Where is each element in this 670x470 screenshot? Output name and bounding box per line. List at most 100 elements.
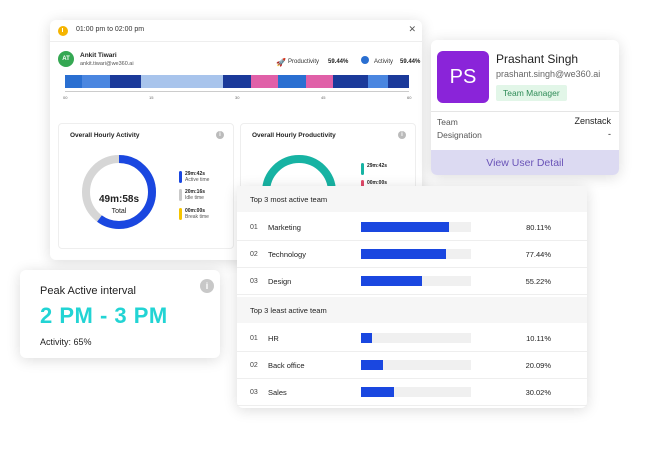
timeline-segment[interactable] (223, 75, 251, 88)
timeline-tick-label: 45 (321, 95, 326, 100)
most-active-header: Top 3 most active team (237, 186, 587, 212)
team-percent: 10.11% (526, 334, 551, 343)
timeline-tick-label: 15 (149, 95, 154, 100)
legend-swatch (179, 189, 182, 201)
time-range-text: 01:00 pm to 02:00 pm (76, 26, 145, 33)
activity-label: Activity (374, 59, 394, 65)
clock-icon (58, 26, 68, 36)
timeline-segment[interactable] (333, 75, 368, 88)
team-bar-track (361, 387, 471, 397)
legend-value: 20m:16s (185, 189, 206, 195)
peak-activity: Activity: 65% (40, 337, 92, 347)
view-user-detail-button[interactable]: View User Detail (431, 150, 619, 175)
team-row[interactable]: 02 Back office 20.09% (237, 352, 587, 379)
legend-swatch (179, 208, 182, 220)
team-rank: 02 (250, 251, 258, 258)
legend-value: 29m:42s (185, 171, 206, 177)
least-active-header: Top 3 least active team (237, 297, 587, 323)
team-name: HR (268, 334, 279, 343)
team-percent: 80.11% (526, 223, 551, 232)
peak-interval-card: Peak Active interval i 2 PM - 3 PM Activ… (20, 270, 220, 358)
user-detail-card: PS Prashant Singh prashant.singh@we360.a… (431, 40, 619, 175)
user-card-email: prashant.singh@we360.ai (496, 69, 601, 79)
team-row[interactable]: 03 Sales 30.02% (237, 379, 587, 406)
activity-donut (82, 155, 156, 229)
team-bar-fill (361, 276, 422, 286)
team-bar-track (361, 333, 471, 343)
team-row[interactable]: 01 Marketing 80.11% (237, 214, 587, 241)
team-rank: 03 (250, 389, 258, 396)
team-bar-fill (361, 249, 447, 259)
productivity-value: 59.44% (328, 59, 349, 65)
timeline-axis (65, 91, 409, 92)
peak-range: 2 PM - 3 PM (40, 303, 168, 328)
user-avatar: AT (58, 51, 74, 67)
most-active-title: Top 3 most active team (250, 195, 328, 204)
designation-value: - (608, 129, 611, 139)
team-row[interactable]: 03 Design 55.22% (237, 268, 587, 295)
timeline-segment[interactable] (278, 75, 306, 88)
hourly-activity-panel: Overall Hourly Activity i 49m:58s Total … (58, 123, 234, 249)
team-bar-fill (361, 333, 373, 343)
team-percent: 30.02% (525, 388, 551, 397)
user-card-name: Prashant Singh (496, 52, 579, 66)
legend-label: Break time (185, 214, 209, 220)
hourly-dashboard-card: 01:00 pm to 02:00 pm ✕ AT Ankit Tiwari a… (50, 20, 422, 260)
timeline-segment[interactable] (65, 75, 83, 88)
productivity-panel-title: Overall Hourly Productivity (252, 132, 336, 139)
least-active-title: Top 3 least active team (250, 306, 327, 315)
info-icon[interactable]: i (398, 131, 406, 139)
role-badge: Team Manager (496, 85, 567, 101)
team-bar-track (361, 249, 471, 259)
team-row[interactable]: 02 Technology 77.44% (237, 241, 587, 268)
rocket-icon: 🚀 (276, 58, 286, 67)
divider (431, 111, 619, 112)
team-label: Team (437, 117, 458, 127)
team-percent: 77.44% (525, 250, 551, 259)
info-icon[interactable]: i (200, 279, 214, 293)
timeline-tick-label: 60 (407, 95, 412, 100)
productivity-label: Productivity (288, 59, 320, 65)
donut-total-label: Total (111, 208, 127, 215)
team-bar-track (361, 276, 471, 286)
team-bar-fill (361, 387, 395, 397)
team-bar-track (361, 360, 471, 370)
designation-label: Designation (437, 130, 482, 140)
timeline-segment[interactable] (388, 75, 409, 88)
team-rank: 02 (250, 362, 258, 369)
team-percent: 55.22% (525, 277, 551, 286)
timeline-segment[interactable] (82, 75, 110, 88)
timeline-segment[interactable] (250, 75, 279, 88)
close-icon[interactable]: ✕ (408, 24, 416, 34)
legend-value: 29m:42s (367, 163, 388, 169)
activity-pie-icon (361, 56, 369, 64)
team-name: Technology (268, 250, 306, 259)
info-icon[interactable]: i (216, 131, 224, 139)
team-name: Marketing (268, 223, 301, 232)
activity-timeline[interactable] (65, 75, 409, 88)
team-value: Zenstack (574, 116, 611, 126)
peak-title: Peak Active interval (40, 285, 136, 297)
legend-value: 00m:00s (185, 208, 206, 214)
user-email: ankit.tiwari@we360.ai (80, 61, 134, 67)
legend-label: Active time (185, 177, 210, 183)
activity-value: 59.44% (400, 59, 421, 65)
user-avatar-large: PS (437, 51, 489, 103)
donut-total-time: 49m:58s (98, 194, 140, 205)
timeline-segment[interactable] (305, 75, 334, 88)
team-rank: 01 (250, 335, 258, 342)
team-bar-fill (361, 222, 450, 232)
timeline-segment[interactable] (140, 75, 224, 88)
legend-swatch (361, 163, 364, 175)
team-name: Design (268, 277, 292, 286)
donut-active-arc (82, 155, 156, 229)
team-rank: 01 (250, 224, 258, 231)
legend-swatch (179, 171, 182, 183)
timeline-segment[interactable] (367, 75, 389, 88)
team-row[interactable]: 01 HR 10.11% (237, 325, 587, 352)
team-activity-card: Top 3 most active team 01 Marketing 80.11%… (237, 186, 587, 408)
timeline-segment[interactable] (109, 75, 141, 88)
timeline-tick-label: 30 (235, 95, 240, 100)
user-name: Ankit Tiwari (80, 52, 117, 59)
team-rank: 03 (250, 278, 258, 285)
